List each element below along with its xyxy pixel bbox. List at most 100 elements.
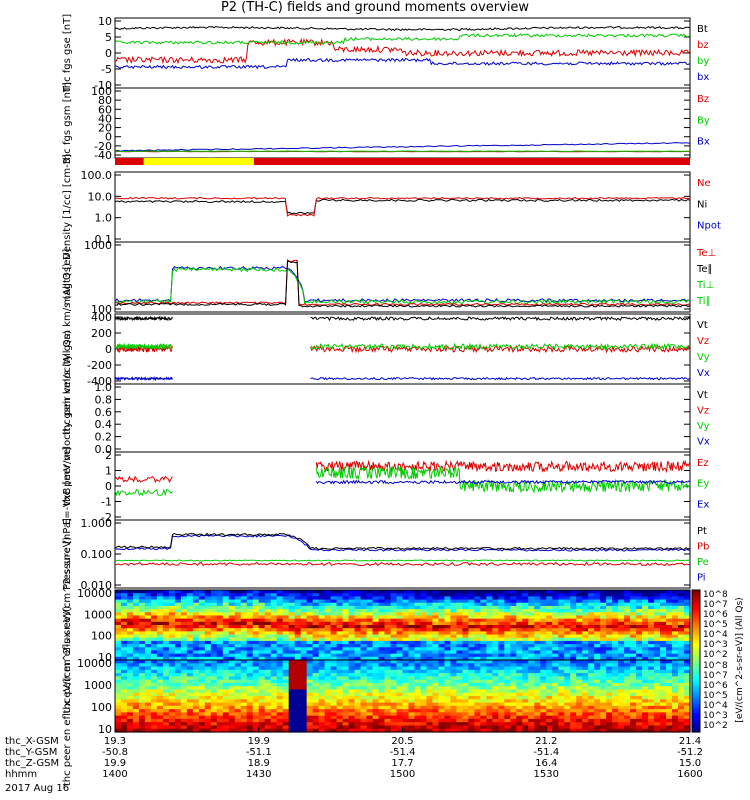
spectro-cell: [504, 676, 511, 681]
spectro-cell: [294, 631, 302, 636]
spectro-cell: [486, 673, 493, 677]
spectro-cell: [258, 590, 266, 594]
spectro-cell: [282, 728, 290, 733]
spectro-cell: [216, 615, 224, 620]
spectro-cell: [330, 656, 338, 661]
spectro-cell: [534, 593, 541, 597]
spectro-cell: [228, 640, 236, 645]
spectro-cell: [210, 709, 218, 713]
spectro-cell: [630, 699, 637, 704]
spectro-cell: [216, 602, 224, 607]
spectro-cell: [642, 625, 649, 629]
spectro-cell: [420, 669, 428, 674]
spectro-cell: [456, 625, 463, 629]
spectro-cell: [306, 605, 314, 610]
spectro-cell: [354, 615, 362, 620]
spectro-cell: [624, 602, 631, 607]
spectro-cell: [468, 637, 475, 642]
spectro-cell: [192, 718, 200, 723]
spectro-cell: [318, 612, 326, 617]
spectro-cell: [300, 656, 308, 661]
spectro-cell: [318, 647, 326, 652]
spectro-cell: [468, 656, 475, 661]
spectro-cell: [636, 712, 643, 717]
spectro-cell: [618, 618, 625, 623]
spectro-cell: [156, 593, 164, 597]
spectro-cell: [360, 621, 368, 626]
spectro-cell: [318, 621, 326, 626]
spectro-cell: [522, 599, 529, 604]
spectro-cell: [240, 628, 248, 632]
spectro-cell: [486, 705, 493, 710]
spectro-cell: [684, 625, 691, 629]
spectro-cell: [306, 715, 314, 720]
spectro-cell: [582, 631, 589, 636]
spectro-cell: [612, 653, 619, 658]
spectro-cell: [468, 602, 475, 607]
spectro-cell: [204, 682, 212, 687]
spectro-cell: [420, 612, 428, 617]
spectro-cell: [336, 705, 344, 710]
spectro-cell: [612, 609, 619, 613]
spectro-cell: [120, 602, 128, 607]
spectro-cell: [552, 644, 559, 648]
spectro-cell: [288, 702, 296, 707]
spectro-cell: [546, 637, 553, 642]
series-Vx-b: [310, 376, 691, 381]
spectro-cell: [636, 696, 643, 700]
spectro-cell: [666, 637, 673, 642]
spectro-cell: [528, 650, 535, 655]
spectro-cell: [486, 650, 493, 655]
spectro-cell: [456, 718, 463, 723]
spectro-cell: [222, 605, 230, 610]
colorbar-cell: [692, 661, 700, 664]
spectro-cell: [558, 637, 565, 642]
spectro-cell: [618, 656, 625, 661]
spectro-cell: [498, 602, 505, 607]
spectro-cell: [174, 673, 182, 677]
spectro-cell: [444, 590, 452, 594]
spectro-cell: [600, 609, 607, 613]
spectro-cell: [396, 686, 404, 691]
spectro-cell: [648, 615, 655, 620]
spectro-cell: [186, 647, 194, 652]
spectro-cell: [252, 715, 260, 720]
spectro-cell: [330, 705, 338, 710]
spectro-cell: [300, 615, 308, 620]
spectro-cell: [648, 650, 655, 655]
spectro-cell: [180, 644, 188, 648]
spectro-cell: [276, 609, 284, 613]
spectro-cell: [132, 634, 140, 639]
spectro-cell: [570, 653, 577, 658]
spectro-cell: [276, 637, 284, 642]
spectro-cell: [186, 590, 194, 594]
spectro-cell: [348, 718, 356, 723]
spectro-cell: [192, 628, 200, 632]
spectro-cell: [438, 722, 446, 727]
y-tick-label: -10: [94, 79, 112, 92]
spectro-cell: [234, 605, 242, 610]
spectro-cell: [414, 699, 422, 704]
spectro-cell: [480, 686, 487, 691]
spectro-cell: [174, 634, 182, 639]
spectro-cell: [126, 689, 134, 694]
spectro-cell: [396, 722, 404, 727]
spectro-cell: [510, 725, 517, 730]
y-tick-label: 0.1: [95, 233, 113, 246]
spectro-cell: [546, 644, 553, 648]
spectro-cell: [162, 673, 170, 677]
spectro-cell: [330, 666, 338, 671]
spectro-cell: [390, 644, 398, 648]
spectro-cell: [498, 634, 505, 639]
spectro-cell: [396, 705, 404, 710]
spectro-cell: [115, 702, 122, 707]
spectro-cell: [582, 605, 589, 610]
spectro-cell: [144, 631, 152, 636]
spectro-cell: [360, 663, 368, 668]
y-tick-label: -5: [101, 63, 112, 76]
spectro-cell: [486, 618, 493, 623]
spectro-cell: [372, 718, 380, 723]
spectro-cell: [636, 628, 643, 632]
spectro-cell: [522, 609, 529, 613]
spectro-cell: [252, 692, 260, 697]
